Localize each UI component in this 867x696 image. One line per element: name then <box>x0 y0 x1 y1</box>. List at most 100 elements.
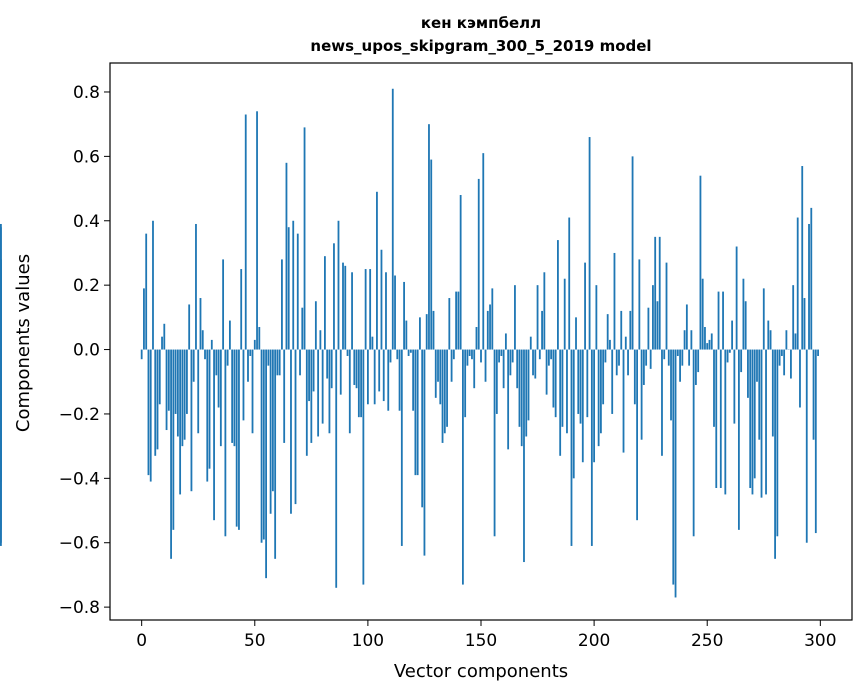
bar <box>204 349 206 360</box>
bar <box>296 233 299 350</box>
bar <box>645 349 648 366</box>
bar <box>593 349 596 463</box>
bar <box>339 349 342 395</box>
bar <box>536 285 539 350</box>
bar <box>240 269 243 350</box>
bar <box>747 349 749 398</box>
bar <box>439 349 442 405</box>
bar <box>441 349 444 443</box>
bar <box>688 349 691 366</box>
chart-title: кен кэмпбелл <box>421 14 541 32</box>
bar <box>233 349 236 447</box>
x-tick-label: 50 <box>244 631 266 651</box>
bar <box>733 349 736 424</box>
bar <box>710 333 713 350</box>
x-axis-ticks: 0 50 100 150 200 250 300 <box>136 620 837 651</box>
bar <box>161 336 163 350</box>
bar <box>267 349 270 366</box>
bar <box>219 349 222 447</box>
bar <box>459 195 462 350</box>
x-tick-label: 200 <box>578 631 610 651</box>
bar <box>462 349 464 585</box>
bar <box>618 349 620 366</box>
bar <box>385 272 387 350</box>
bar <box>468 349 471 356</box>
bar <box>251 349 254 434</box>
bar <box>452 349 455 360</box>
x-tick-label: 0 <box>136 631 147 651</box>
bar <box>814 349 817 534</box>
bar <box>176 349 179 437</box>
bar <box>602 349 605 405</box>
bar <box>640 349 643 440</box>
bar <box>701 278 704 350</box>
bar <box>504 333 507 350</box>
bar <box>568 217 571 350</box>
bar <box>647 307 650 350</box>
bar <box>690 330 693 350</box>
bar <box>534 349 537 379</box>
bar <box>708 339 711 350</box>
bar <box>792 285 795 350</box>
y-tick-label: 0.2 <box>73 276 100 296</box>
bar <box>771 349 774 437</box>
bar <box>604 349 607 363</box>
bar <box>201 330 204 350</box>
bar <box>190 349 193 492</box>
bar <box>317 349 320 437</box>
bar <box>577 349 580 414</box>
x-tick-label: 250 <box>691 631 723 651</box>
bar <box>538 349 541 360</box>
bar <box>224 349 227 537</box>
bar <box>532 349 534 376</box>
bar <box>326 349 329 379</box>
bar <box>249 349 252 356</box>
bar <box>719 349 722 488</box>
bar <box>217 349 220 408</box>
bar <box>321 349 324 424</box>
bar <box>333 243 335 350</box>
bar <box>760 349 763 498</box>
bar <box>324 256 326 350</box>
bar <box>181 349 184 447</box>
bar <box>437 349 439 382</box>
bar <box>801 166 804 350</box>
bar <box>167 349 170 411</box>
bar <box>314 301 317 350</box>
bar <box>371 336 374 350</box>
bar <box>778 349 781 366</box>
bar <box>174 349 177 414</box>
bar <box>586 349 589 418</box>
bar <box>695 349 697 385</box>
bar <box>419 317 421 350</box>
bar <box>310 349 313 443</box>
plot-area-frame <box>109 62 853 621</box>
bar <box>685 304 688 350</box>
bar <box>477 178 480 350</box>
bar <box>281 259 283 350</box>
bar <box>391 88 394 350</box>
bar <box>717 291 720 350</box>
bar <box>631 156 634 350</box>
bar <box>692 349 695 537</box>
bar <box>774 349 776 559</box>
chart-subtitle: news_upos_skipgram_300_5_2019 model <box>310 37 651 55</box>
bar <box>446 349 448 427</box>
bar <box>627 349 629 376</box>
y-tick-label: 0.4 <box>73 212 100 232</box>
bar <box>557 240 559 350</box>
bar <box>803 298 806 350</box>
bar <box>704 327 706 350</box>
bar <box>186 349 188 414</box>
bar <box>785 330 788 350</box>
bar <box>724 349 727 495</box>
bar <box>661 349 663 456</box>
bar <box>817 349 819 356</box>
bar <box>428 124 430 350</box>
bar <box>520 349 523 447</box>
bar <box>575 317 577 350</box>
bar <box>143 288 145 350</box>
bar <box>448 298 451 350</box>
bar <box>179 349 182 495</box>
